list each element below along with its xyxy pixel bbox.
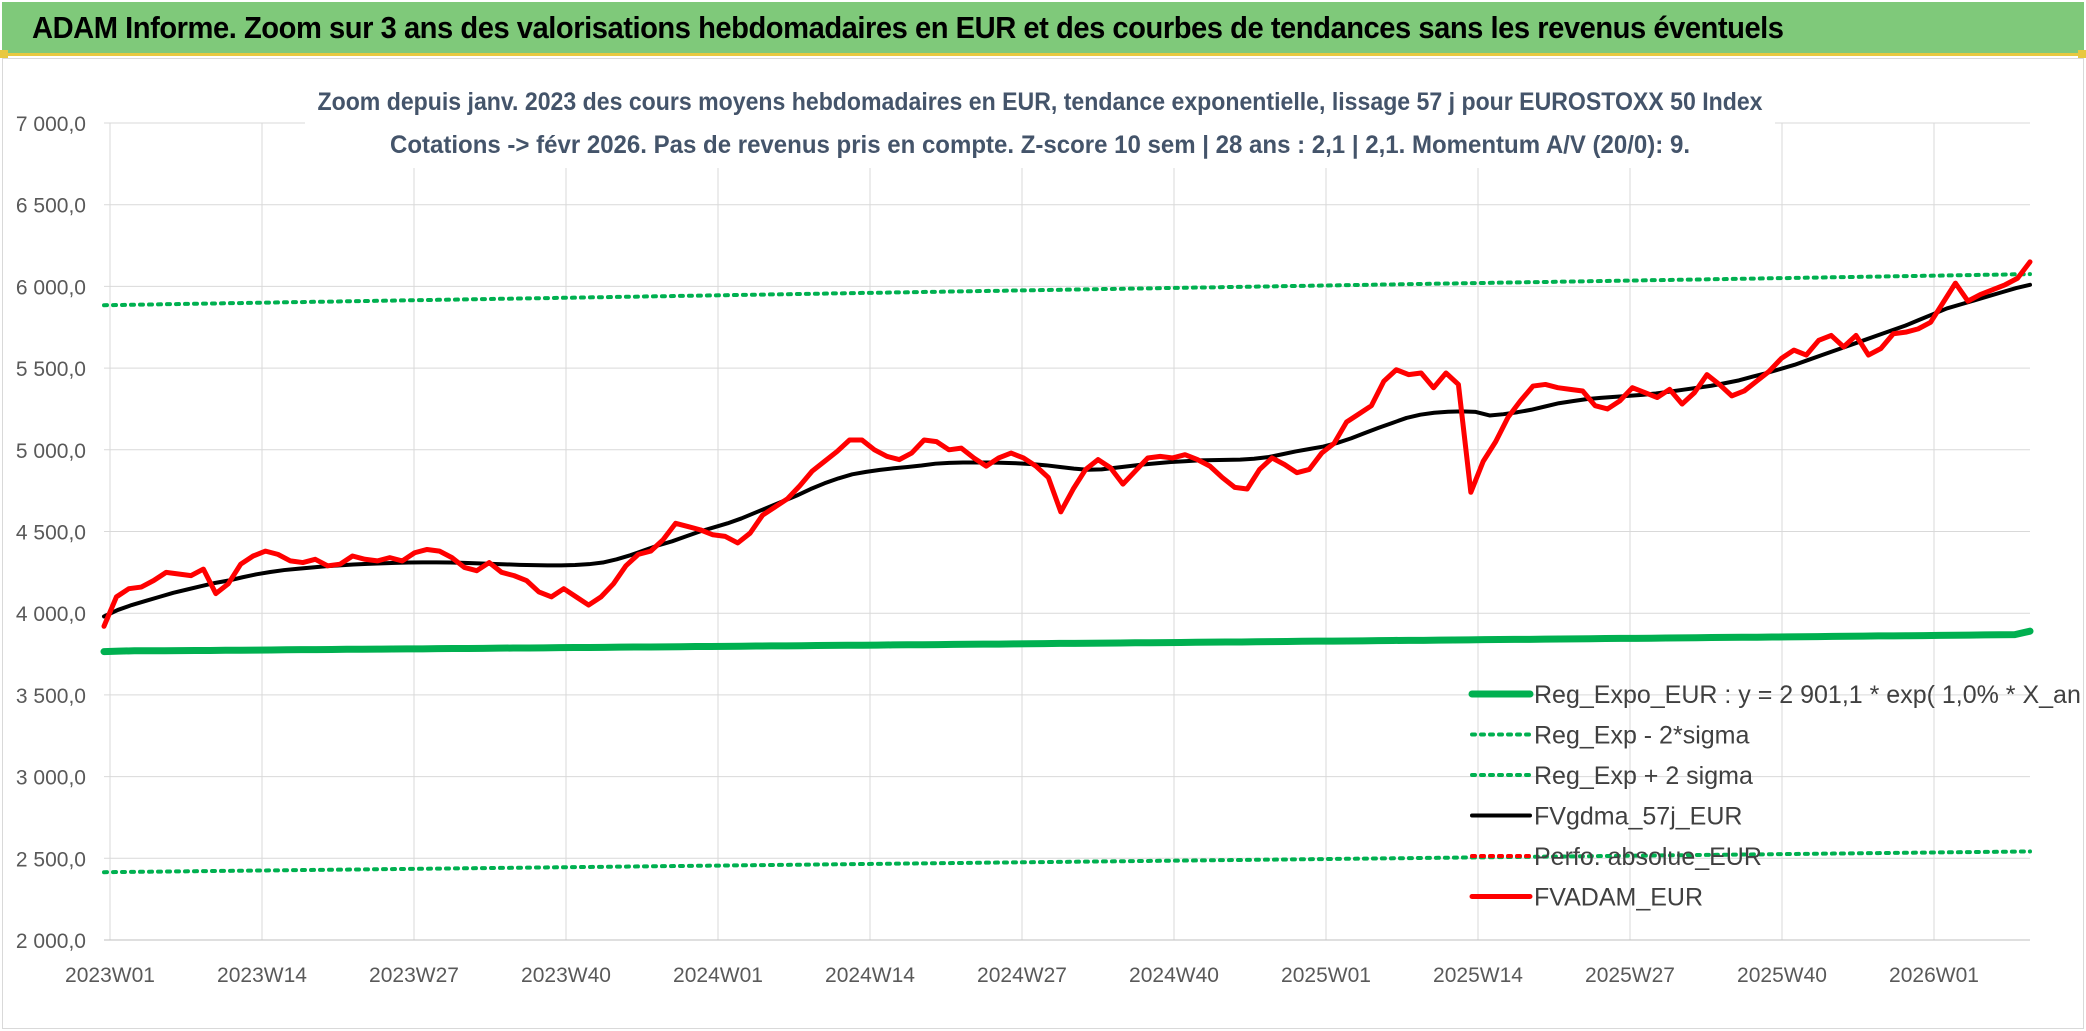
y-tick-label: 2 500,0 [16, 848, 86, 871]
chart-title: Zoom depuis janv. 2023 des cours moyens … [305, 76, 1775, 168]
x-tick-label: 2024W01 [673, 964, 763, 987]
title-banner: ADAM Informe. Zoom sur 3 ans des valoris… [2, 2, 2084, 56]
x-tick-label: 2023W01 [65, 964, 155, 987]
legend-label: Perfo. absolue_EUR [1534, 843, 1762, 871]
frame-corner-right [2078, 50, 2086, 58]
y-tick-label: 5 000,0 [16, 440, 86, 463]
x-tick-label: 2025W14 [1433, 964, 1523, 987]
banner-title: ADAM Informe. Zoom sur 3 ans des valoris… [32, 10, 1784, 45]
y-tick-label: 6 500,0 [16, 195, 86, 218]
x-tick-label: 2024W14 [825, 964, 915, 987]
series-line [101, 259, 2033, 629]
x-tick-label: 2026W01 [1889, 964, 1979, 987]
y-tick-label: 4 000,0 [16, 603, 86, 626]
legend-label: Reg_Expo_EUR : y = 2 901,1 * exp( 1,0% *… [1534, 681, 2086, 709]
chart-title-line1: Zoom depuis janv. 2023 des cours moyens … [318, 88, 1763, 116]
series-group [100, 259, 2034, 875]
x-tick-label: 2025W01 [1281, 964, 1371, 987]
x-tick-label: 2023W40 [521, 964, 611, 987]
x-axis: 2023W01 2023W14 2023W27 2023W40 2024W01 2024W… [65, 939, 2030, 987]
chart-title-line2: Cotations -> févr 2026. Pas de revenus p… [390, 131, 1690, 159]
x-tick-label: 2024W40 [1129, 964, 1219, 987]
series-line [102, 272, 2032, 308]
x-tick-label: 2023W27 [369, 964, 459, 987]
chart-area [2, 58, 2084, 1029]
frame-corner-left [0, 50, 8, 58]
series-line [100, 627, 2034, 656]
series-line [102, 849, 2032, 875]
series-line [102, 282, 2032, 619]
y-tick-label: 2 000,0 [16, 930, 86, 953]
x-tick-label: 2023W14 [217, 964, 307, 987]
x-tick-label: 2025W40 [1737, 964, 1827, 987]
x-tick-label: 2024W27 [977, 964, 1067, 987]
legend-label: FVADAM_EUR [1534, 884, 1703, 912]
y-tick-label: 4 500,0 [16, 522, 86, 545]
y-tick-label: 7 000,0 [16, 113, 86, 136]
legend-label: Reg_Exp + 2 sigma [1534, 762, 1753, 790]
legend-label: FVgdma_57j_EUR [1534, 803, 1742, 831]
legend-label: Reg_Exp - 2*sigma [1534, 722, 1749, 750]
y-tick-label: 3 500,0 [16, 685, 86, 708]
y-tick-label: 3 000,0 [16, 767, 86, 790]
y-axis: 2 000,0 2 500,0 3 000,0 3 500,0 4 000,0 4 500… [16, 113, 86, 953]
x-tick-label: 2025W27 [1585, 964, 1675, 987]
y-tick-label: 5 500,0 [16, 358, 86, 381]
legend: Reg_Expo_EUR : y = 2 901,1 * exp( 1,0% *… [1468, 681, 2086, 912]
y-tick-label: 6 000,0 [16, 276, 86, 299]
